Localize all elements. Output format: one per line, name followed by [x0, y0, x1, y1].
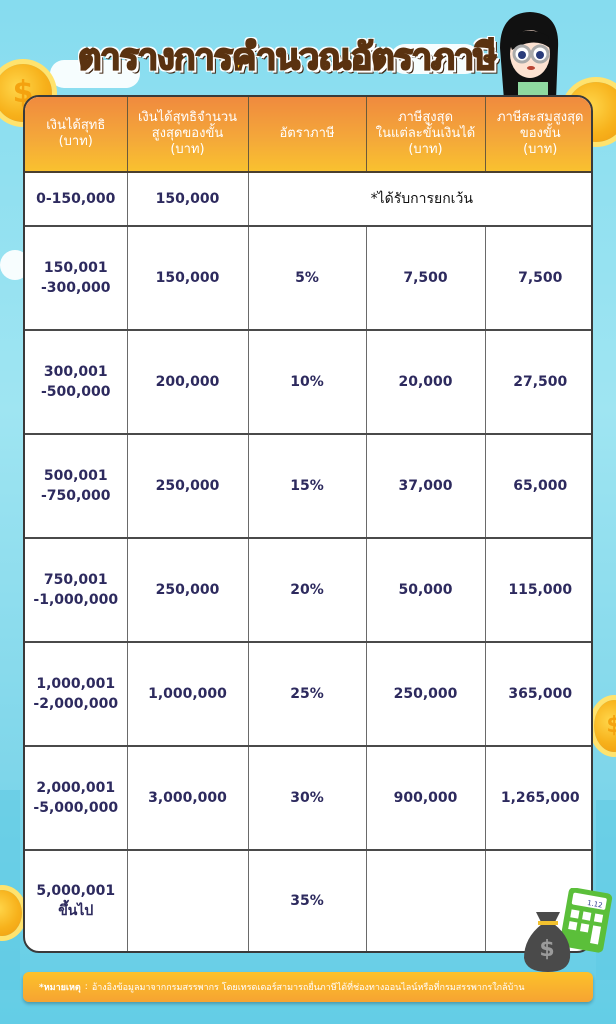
header-max-income-step: เงินได้สุทธิจำนวน สูงสุดของขั้น (บาท): [127, 97, 249, 173]
header-line: เงินได้สุทธิ: [46, 118, 106, 133]
table-row: 5,000,001 ขึ้นไป 35%: [25, 849, 591, 951]
table-row: 500,001 -750,000 250,000 15% 37,000 65,00…: [25, 434, 591, 539]
cell-cumulative-tax: 7,500: [485, 226, 591, 332]
table-row: 1,000,001 -2,000,000 1,000,000 25% 250,00…: [25, 641, 591, 747]
building-decoration: [0, 790, 20, 990]
cell-max-income: 200,000: [127, 330, 249, 436]
svg-text:1.12: 1.12: [586, 899, 603, 910]
svg-text:$: $: [539, 937, 554, 962]
moneybag-icon: $: [524, 912, 571, 972]
cell-income-range: 500,001 -750,000: [25, 434, 128, 539]
cell-cumulative-tax: 65,000: [485, 434, 591, 539]
footnote-bar: *หมายเหตุ : อ้างอิงข้อมูลมาจากกรมสรรพากร…: [23, 972, 593, 1002]
coin-icon: $: [0, 64, 52, 122]
cell-max-income: [127, 849, 249, 951]
header-line: (บาท): [170, 142, 205, 157]
cell-tax-rate: 15%: [248, 434, 367, 539]
cell-tax-rate: 30%: [248, 745, 367, 851]
table-row: 750,001 -1,000,000 250,000 20% 50,000 115…: [25, 537, 591, 643]
cell-cumulative-tax: 1,265,000: [485, 745, 591, 851]
range-text: -1,000,000: [33, 591, 119, 608]
cell-max-tax: 37,000: [366, 434, 486, 539]
range-text: 1,000,001: [36, 675, 116, 692]
cell-max-income: 3,000,000: [127, 745, 249, 851]
cell-tax-rate: 20%: [248, 537, 367, 643]
cell-tax-rate: 10%: [248, 330, 367, 436]
cell-income-range: 150,001 -300,000: [25, 226, 128, 332]
cell-max-tax: 7,500: [366, 226, 486, 332]
cell-max-income: 150,000: [127, 226, 249, 332]
cell-max-tax: 50,000: [366, 537, 486, 643]
footnote-separator: :: [84, 982, 88, 992]
cell-max-income: 150,000: [127, 172, 249, 228]
range-text: -300,000: [40, 280, 111, 297]
table-row: 2,000,001 -5,000,000 3,000,000 30% 900,00…: [25, 745, 591, 851]
cell-tax-rate: 25%: [248, 641, 367, 747]
girl-magnifier-illustration: [500, 12, 559, 100]
coin-icon: $: [594, 700, 616, 752]
header-tax-rate: อัตราภาษี: [248, 97, 367, 173]
range-text: 5,000,001: [36, 882, 116, 899]
header-line: ภาษีสะสมสูงสุด: [496, 110, 584, 125]
table-row: 0-150,000 150,000 *ได้รับการยกเว้น: [25, 172, 591, 228]
footnote-label: *หมายเหตุ: [39, 983, 81, 993]
cell-max-tax: 900,000: [366, 745, 486, 851]
cell-income-range: 5,000,001 ขึ้นไป: [25, 849, 128, 951]
range-text: 2,000,001: [36, 779, 116, 796]
range-text: 0-150,000: [36, 191, 116, 208]
coin-icon: [0, 890, 22, 936]
tax-rate-table: เงินได้สุทธิ (บาท) เงินได้สุทธิจำนวน สูง…: [23, 95, 593, 953]
header-cumulative-tax: ภาษีสะสมสูงสุด ของขั้น (บาท): [485, 97, 591, 173]
range-text: -2,000,000: [33, 695, 119, 712]
header-line: อัตราภาษี: [279, 126, 335, 141]
range-text: ขึ้นไป: [58, 902, 94, 919]
table-row: 300,001 -500,000 200,000 10% 20,000 27,50…: [25, 330, 591, 436]
cell-income-range: 1,000,001 -2,000,000: [25, 641, 128, 747]
header-line: (บาท): [58, 134, 93, 149]
header-line: สูงสุดของขั้น: [151, 126, 224, 141]
cell-tax-rate: 5%: [248, 226, 367, 332]
range-text: 150,001: [43, 260, 108, 277]
range-text: 500,001: [43, 468, 108, 485]
header-net-income: เงินได้สุทธิ (บาท): [25, 97, 128, 173]
header-line: เงินได้สุทธิจำนวน: [137, 110, 238, 125]
cell-max-income: 250,000: [127, 537, 249, 643]
cell-exempt: *ได้รับการยกเว้น: [248, 172, 591, 228]
cell-cumulative-tax: 365,000: [485, 641, 591, 747]
table-row: 150,001 -300,000 150,000 5% 7,500 7,500: [25, 226, 591, 332]
header-line: ภาษีสูงสุด: [397, 110, 454, 125]
cloud-decoration: [50, 60, 140, 88]
cell-cumulative-tax: 115,000: [485, 537, 591, 643]
range-text: 750,001: [43, 571, 108, 588]
cell-max-tax: 20,000: [366, 330, 486, 436]
cell-max-tax: [366, 849, 486, 951]
calculator-icon: 1.12: [559, 888, 613, 953]
header-line: ในแต่ละขั้นเงินได้: [375, 126, 476, 141]
header-line: (บาท): [408, 142, 443, 157]
moneybag-calculator-illustration: 1.12 $: [524, 888, 613, 972]
footnote-text: อ้างอิงข้อมูลมาจากกรมสรรพากร โดยเทรดเดอร…: [91, 983, 525, 993]
range-text: 300,001: [43, 364, 108, 381]
header-max-tax-step: ภาษีสูงสุด ในแต่ละขั้นเงินได้ (บาท): [366, 97, 486, 173]
cell-cumulative-tax: 27,500: [485, 330, 591, 436]
cell-income-range: 2,000,001 -5,000,000: [25, 745, 128, 851]
range-text: -500,000: [40, 384, 111, 401]
cloud-decoration: [390, 44, 480, 74]
table-header-row: เงินได้สุทธิ (บาท) เงินได้สุทธิจำนวน สูง…: [25, 97, 591, 173]
cell-income-range: 750,001 -1,000,000: [25, 537, 128, 643]
cell-income-range: 300,001 -500,000: [25, 330, 128, 436]
page-title: ตารางการคำนวณอัตราภาษี: [77, 36, 498, 79]
header-line: ของขั้น: [519, 126, 561, 141]
cell-max-income: 1,000,000: [127, 641, 249, 747]
range-text: -750,000: [40, 488, 111, 505]
cell-income-range: 0-150,000: [25, 172, 128, 228]
cell-max-tax: 250,000: [366, 641, 486, 747]
header-line: (บาท): [523, 142, 558, 157]
range-text: -5,000,000: [33, 799, 119, 816]
cell-tax-rate: 35%: [248, 849, 367, 951]
cell-max-income: 250,000: [127, 434, 249, 539]
